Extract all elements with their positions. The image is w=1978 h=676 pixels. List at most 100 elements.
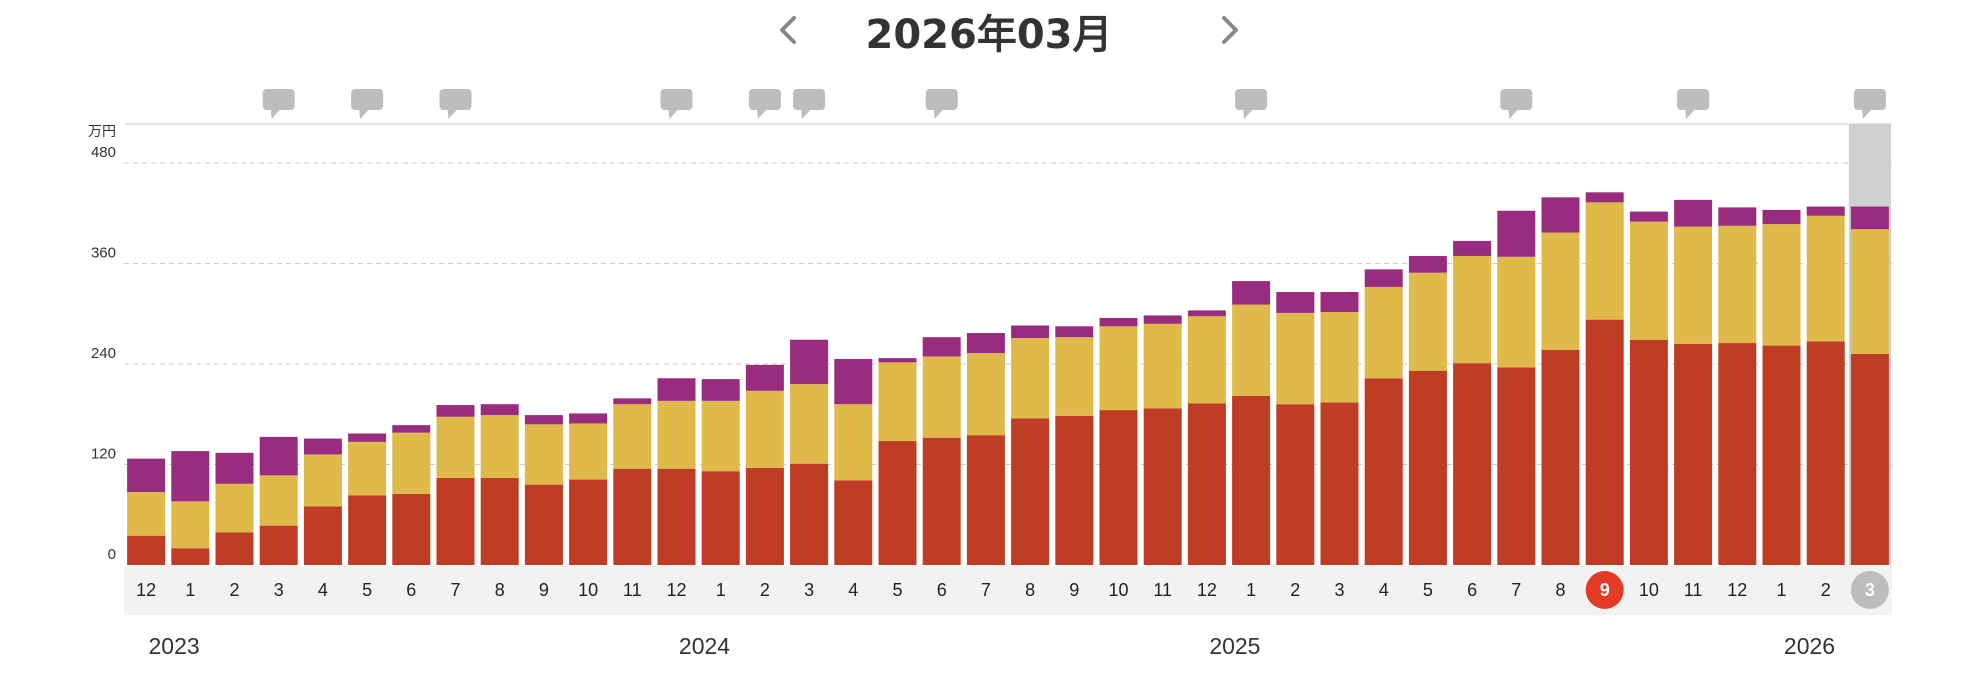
bar-segment-1[interactable] bbox=[1320, 402, 1359, 565]
comment-icon[interactable] bbox=[660, 89, 693, 119]
bar-segment-2[interactable] bbox=[1585, 202, 1624, 320]
x-tick-label[interactable]: 10 bbox=[1108, 580, 1128, 600]
bar-segment-1[interactable] bbox=[1585, 319, 1624, 565]
x-tick-label[interactable]: 9 bbox=[1069, 580, 1079, 600]
bar-segment-1[interactable] bbox=[1850, 353, 1889, 565]
x-tick-label[interactable]: 6 bbox=[937, 580, 947, 600]
x-tick-label[interactable]: 1 bbox=[1776, 580, 1786, 600]
x-tick-label[interactable]: 4 bbox=[1379, 580, 1389, 600]
bar-segment-1[interactable] bbox=[1408, 370, 1447, 565]
bar-segment-2[interactable] bbox=[701, 400, 740, 472]
comment-icon[interactable] bbox=[793, 89, 826, 119]
bar-segment-2[interactable] bbox=[1099, 326, 1138, 411]
x-tick-label[interactable]: 7 bbox=[981, 580, 991, 600]
x-tick-label[interactable]: 12 bbox=[136, 580, 156, 600]
bar-segment-1[interactable] bbox=[1143, 408, 1182, 565]
bar-segment-2[interactable] bbox=[171, 501, 210, 549]
bar-segment-2[interactable] bbox=[1055, 337, 1094, 416]
bar-segment-3[interactable] bbox=[1629, 211, 1668, 222]
bar-segment-3[interactable] bbox=[1850, 206, 1889, 230]
bar-segment-1[interactable] bbox=[259, 525, 298, 565]
bar-segment-3[interactable] bbox=[569, 413, 608, 424]
x-tick-label[interactable]: 11 bbox=[1153, 580, 1172, 600]
x-tick-label[interactable]: 3 bbox=[804, 580, 814, 600]
bar-segment-3[interactable] bbox=[436, 405, 475, 417]
bar-segment-1[interactable] bbox=[127, 535, 166, 565]
bar-segment-2[interactable] bbox=[1187, 316, 1226, 404]
bar-segment-3[interactable] bbox=[303, 438, 342, 455]
bar-segment-3[interactable] bbox=[1585, 192, 1624, 203]
bar-segment-2[interactable] bbox=[569, 423, 608, 480]
bar-segment-3[interactable] bbox=[1055, 326, 1094, 338]
bar-segment-1[interactable] bbox=[1541, 349, 1580, 565]
bar-segment-1[interactable] bbox=[1099, 410, 1138, 565]
bar-segment-3[interactable] bbox=[1143, 315, 1182, 324]
bar-segment-2[interactable] bbox=[348, 441, 387, 496]
bar-segment-1[interactable] bbox=[569, 479, 608, 565]
bar-segment-3[interactable] bbox=[834, 358, 873, 405]
bar-segment-3[interactable] bbox=[1497, 210, 1536, 257]
bar-segment-3[interactable] bbox=[1806, 206, 1845, 216]
bar-segment-2[interactable] bbox=[878, 362, 917, 442]
x-tick-label[interactable]: 4 bbox=[318, 580, 328, 600]
bar-segment-2[interactable] bbox=[745, 390, 784, 468]
x-tick-label[interactable]: 4 bbox=[848, 580, 858, 600]
bar-segment-2[interactable] bbox=[790, 384, 829, 464]
bar-segment-2[interactable] bbox=[1143, 323, 1182, 409]
comment-icon[interactable] bbox=[1677, 89, 1710, 119]
comment-icon[interactable] bbox=[1500, 89, 1533, 119]
bar-segment-2[interactable] bbox=[1629, 221, 1668, 340]
x-tick-label[interactable]: 3 bbox=[274, 580, 284, 600]
bar-segment-1[interactable] bbox=[613, 468, 652, 565]
bar-segment-1[interactable] bbox=[1718, 343, 1757, 565]
x-tick-label[interactable]: 10 bbox=[578, 580, 598, 600]
bar-segment-2[interactable] bbox=[303, 454, 342, 507]
bar-segment-3[interactable] bbox=[127, 458, 166, 493]
bar-segment-2[interactable] bbox=[1320, 312, 1359, 403]
bar-segment-1[interactable] bbox=[480, 477, 519, 565]
bar-segment-1[interactable] bbox=[922, 437, 961, 565]
bar-segment-2[interactable] bbox=[613, 404, 652, 469]
bar-segment-2[interactable] bbox=[480, 415, 519, 478]
x-tick-label[interactable]: 10 bbox=[1639, 580, 1659, 600]
bar-segment-2[interactable] bbox=[1276, 312, 1315, 405]
x-tick-label[interactable]: 2 bbox=[1290, 580, 1300, 600]
bar-segment-3[interactable] bbox=[1674, 199, 1713, 227]
bar-segment-1[interactable] bbox=[1276, 404, 1315, 565]
bar-segment-2[interactable] bbox=[1011, 338, 1050, 419]
bar-segment-2[interactable] bbox=[392, 432, 431, 494]
chevron-left-icon[interactable] bbox=[768, 10, 808, 50]
x-tick-label[interactable]: 12 bbox=[1197, 580, 1217, 600]
bar-segment-2[interactable] bbox=[1408, 272, 1447, 371]
x-tick-label[interactable]: 1 bbox=[716, 580, 726, 600]
bar-segment-3[interactable] bbox=[348, 433, 387, 442]
bar-segment-2[interactable] bbox=[657, 400, 696, 469]
x-tick-label[interactable]: 8 bbox=[1555, 580, 1565, 600]
bar-segment-1[interactable] bbox=[790, 463, 829, 565]
x-tick-label[interactable]: 2 bbox=[229, 580, 239, 600]
bar-segment-3[interactable] bbox=[1320, 291, 1359, 313]
x-tick-label[interactable]: 2 bbox=[1821, 580, 1831, 600]
x-tick-label[interactable]: 2 bbox=[760, 580, 770, 600]
bar-segment-3[interactable] bbox=[878, 358, 917, 363]
bar-segment-3[interactable] bbox=[392, 425, 431, 433]
bar-segment-2[interactable] bbox=[524, 424, 563, 485]
bar-segment-3[interactable] bbox=[524, 415, 563, 425]
bar-segment-3[interactable] bbox=[1718, 207, 1757, 226]
x-tick-label[interactable]: 11 bbox=[623, 580, 642, 600]
bar-segment-1[interactable] bbox=[392, 493, 431, 565]
comment-icon[interactable] bbox=[925, 89, 958, 119]
bar-segment-3[interactable] bbox=[1453, 240, 1492, 256]
x-tick-label[interactable]: 7 bbox=[450, 580, 460, 600]
x-tick-label[interactable]: 8 bbox=[1025, 580, 1035, 600]
bar-segment-3[interactable] bbox=[922, 337, 961, 357]
bar-segment-3[interactable] bbox=[1232, 281, 1271, 305]
bar-segment-2[interactable] bbox=[127, 492, 166, 536]
bar-segment-3[interactable] bbox=[215, 452, 254, 484]
bar-segment-2[interactable] bbox=[1718, 225, 1757, 344]
bar-segment-2[interactable] bbox=[1364, 286, 1403, 379]
comment-icon[interactable] bbox=[351, 89, 384, 119]
bar-segment-2[interactable] bbox=[1806, 215, 1845, 342]
bar-segment-2[interactable] bbox=[1674, 226, 1713, 344]
bar-segment-2[interactable] bbox=[1762, 224, 1801, 346]
